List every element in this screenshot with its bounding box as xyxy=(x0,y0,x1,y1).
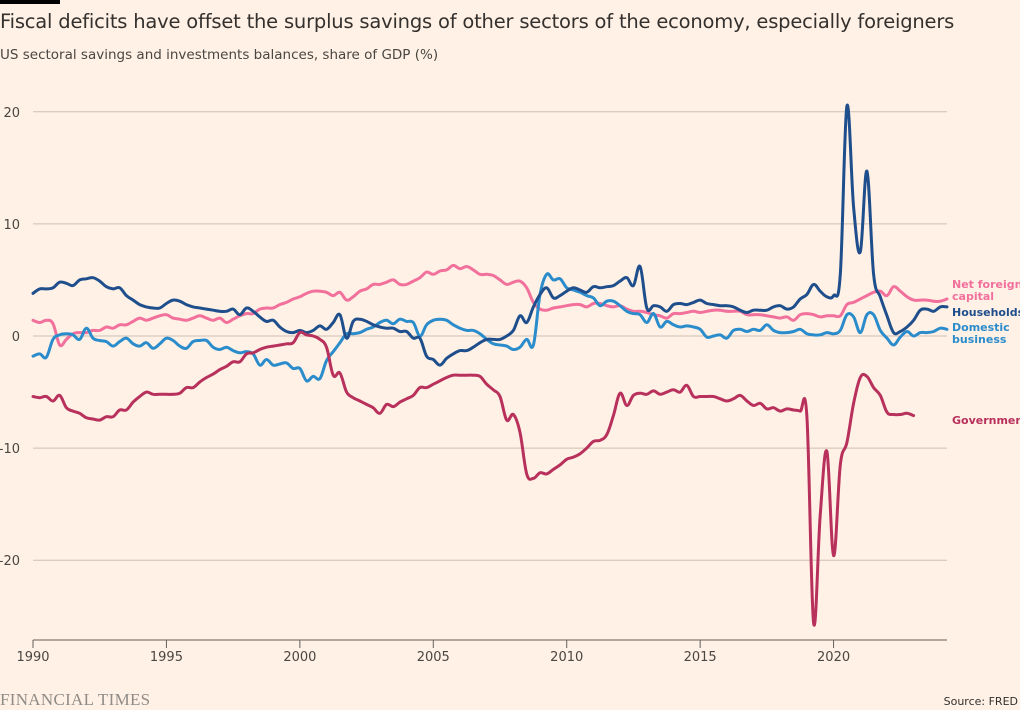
x-tick-label: 2000 xyxy=(283,650,316,665)
source-note: Source: FRED xyxy=(943,695,1018,708)
series-label-domestic-business: business xyxy=(952,333,1007,346)
ft-accent-bar xyxy=(0,0,60,4)
y-tick-label: 20 xyxy=(3,106,20,121)
series-line-domestic-business xyxy=(31,272,949,383)
x-tick-label: 2020 xyxy=(817,650,850,665)
x-axis: 1990 1995 2000 2005 2010 2015 2020 xyxy=(16,639,947,665)
y-tick-label: -20 xyxy=(0,554,20,569)
chart-title: Fiscal deficits have offset the surplus … xyxy=(0,10,955,33)
x-tick-label: 1990 xyxy=(16,650,49,665)
y-axis-ticks: 20 10 0 -10 -20 xyxy=(0,106,20,569)
gridlines xyxy=(33,111,947,561)
financial-times-logo: FINANCIAL TIMES xyxy=(0,690,151,709)
series-line-government xyxy=(31,330,916,627)
series-line-net-foreign-capital xyxy=(31,263,949,348)
series-label-net-foreign-capital: capital xyxy=(952,290,994,303)
y-tick-label: 10 xyxy=(3,218,20,233)
series-lines xyxy=(31,103,949,627)
y-tick-label: 0 xyxy=(12,330,20,345)
x-tick-label: 2005 xyxy=(417,650,450,665)
series-line-households xyxy=(31,103,949,367)
series-label-domestic-business: Domestic xyxy=(952,321,1010,334)
series-label-government: Government xyxy=(952,414,1020,427)
y-tick-label: -10 xyxy=(0,442,20,457)
x-tick-label: 2015 xyxy=(684,650,717,665)
series-label-net-foreign-capital: Net foreign xyxy=(952,278,1020,291)
chart-subtitle: US sectoral savings and investments bala… xyxy=(0,47,439,63)
series-label-households: Households xyxy=(952,306,1020,319)
x-tick-label: 2010 xyxy=(550,650,583,665)
x-tick-label: 1995 xyxy=(150,650,183,665)
